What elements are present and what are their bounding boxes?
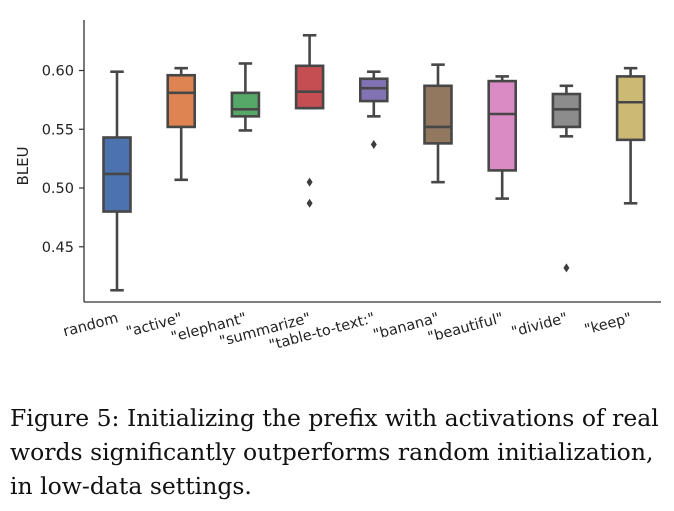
- x-tick-label: "keep": [583, 310, 634, 338]
- x-axis: random "active""elephant""summarize""tabl…: [62, 301, 661, 354]
- box-iqr: [487, 79, 518, 172]
- outlier-point: [306, 198, 313, 208]
- figure-caption: Figure 5: Initializing the prefix with a…: [10, 404, 659, 500]
- outlier-point: [306, 177, 313, 187]
- y-tick-label: 0.50: [42, 181, 74, 197]
- box-iqr: [358, 77, 389, 103]
- box-iqr: [230, 91, 261, 118]
- box-7: [487, 75, 518, 200]
- outlier-point: [370, 140, 377, 150]
- y-tick-label: 0.55: [42, 122, 74, 138]
- box-iqr: [423, 84, 453, 145]
- y-axis: 0.45 0.50 0.55 0.60 BLEU: [14, 20, 85, 302]
- box-4: [294, 33, 325, 208]
- outlier-point: [563, 263, 570, 273]
- box-iqr: [294, 64, 325, 110]
- y-axis-label: BLEU: [14, 146, 32, 185]
- boxes-group: [102, 33, 646, 292]
- y-tick-label: 0.45: [42, 240, 74, 256]
- box-9: [615, 66, 646, 205]
- box-3: [230, 62, 261, 132]
- box-2: [166, 66, 196, 182]
- box-1: [102, 70, 132, 292]
- y-tick-label: 0.60: [42, 64, 74, 80]
- x-tick-label: random: [62, 310, 120, 340]
- box-8: [551, 84, 582, 273]
- box-6: [423, 63, 453, 184]
- box-plot-chart: 0.45 0.50 0.55 0.60 BLEU random "active""ele…: [14, 20, 661, 354]
- box-iqr: [615, 75, 646, 142]
- x-tick-label: "divide": [510, 310, 570, 340]
- box-iqr: [166, 73, 196, 129]
- box-5: [358, 70, 389, 150]
